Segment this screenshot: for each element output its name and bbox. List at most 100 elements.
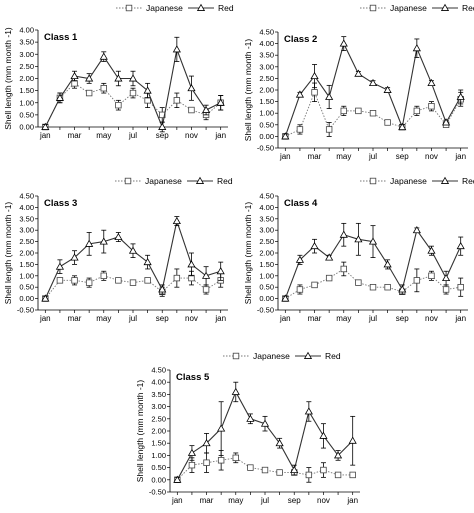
japanese-data-point [217,457,225,464]
x-tick-label: may [96,131,111,140]
legend: Japanese Red [116,3,234,13]
red-data-point [354,235,363,243]
y-tick-label: 2.50 [19,62,34,71]
red-data-point [143,86,152,94]
y-tick-label: 1.50 [19,86,34,95]
japanese-data-point [144,97,151,104]
y-tick-label: 3.50 [151,390,166,399]
legend-red-marker [195,176,205,184]
legend-red-label: Red [218,3,234,13]
legend-red-marker [196,3,206,11]
x-tick-label: nov [425,152,438,161]
y-tick-label: 2.00 [259,249,274,258]
red-data-point [427,78,436,86]
japanese-data-point [296,126,304,133]
red-data-point [281,294,290,302]
legend: Japanese Red [360,176,474,186]
x-tick-label: mar [200,496,214,505]
red-data-point [412,44,421,52]
y-tick-label: 4.00 [19,26,34,35]
y-axis-label: Shell length (mm month -1) [135,380,145,483]
x-tick-label: jul [368,152,377,161]
legend-japanese-label: Japanese [390,176,427,186]
red-data-point [310,71,319,80]
japanese-data-point [349,471,356,479]
legend-japanese-marker [232,352,240,360]
legend-red-label: Red [217,176,233,186]
y-tick-label: 0.50 [19,110,34,119]
japanese-data-point [384,119,391,126]
y-tick-label: 3.50 [19,38,34,47]
red-data-point [333,451,343,459]
y-tick-label: 0.00 [19,294,34,303]
red-data-point [304,407,313,415]
red-data-point [158,285,167,293]
series-red [41,216,225,302]
japanese-data-point [173,97,181,104]
red-data-point [246,414,255,422]
y-tick-label: 4.50 [259,28,274,37]
y-tick-label: 1.50 [259,260,274,269]
y-tick-label: -0.50 [257,144,274,153]
legend: Japanese Red [223,351,341,361]
legend-red-label: Red [462,176,474,186]
x-tick-label: sep [288,496,301,505]
x-tick-label: jan [171,496,183,505]
series-red [281,222,465,302]
japanese-data-point [296,286,304,293]
red-data-point [290,465,299,473]
japanese-data-point [320,466,327,474]
red-data-point [70,253,79,261]
y-tick-label: 2.50 [259,74,274,83]
series-red [41,36,225,133]
x-tick-label: nov [185,131,198,140]
x-tick-label: sep [396,152,409,161]
red-data-point [85,74,94,82]
x-tick-label: nov [425,314,438,323]
y-tick-label: 4.00 [151,378,166,387]
red-data-point [216,98,225,106]
japanese-data-point [85,279,93,286]
chart-title: Class 2 [284,34,317,45]
x-tick-label: mar [68,314,82,323]
y-tick-label: 4.50 [19,192,34,201]
japanese-data-point [413,277,421,284]
y-tick-label: 2.50 [259,237,274,246]
legend-japanese-marker [124,177,132,185]
y-tick-label: 0.50 [259,120,274,129]
japanese-data-point [188,461,196,469]
red-data-point [70,71,79,80]
legend: Japanese Red [360,3,474,13]
x-tick-label: jan [454,314,466,323]
red-data-point [281,132,290,140]
x-tick-label: jan [346,496,358,505]
y-tick-label: 4.00 [19,203,34,212]
japanese-data-point [355,107,362,115]
japanese-data-point [188,106,195,114]
japanese-data-point [71,80,78,87]
y-tick-label: 2.50 [19,237,34,246]
y-tick-label: 0.00 [259,132,274,141]
y-tick-label: 3.00 [19,50,34,59]
x-tick-label: may [336,152,351,161]
red-data-point [260,419,270,427]
y-tick-label: -0.50 [149,488,166,497]
japanese-data-point [56,277,64,284]
series-japanese [174,450,356,483]
y-tick-label: 3.50 [259,51,274,60]
y-tick-label: 0.00 [259,294,274,303]
red-data-point [275,438,284,447]
red-data-point [172,216,181,225]
legend-red-label: Red [325,351,341,361]
japanese-data-point [100,272,107,279]
y-tick-label: 0.00 [19,123,34,132]
red-data-point [201,105,211,113]
red-data-point [143,257,152,266]
red-data-point [114,74,123,82]
red-data-point [354,69,363,77]
legend-red-marker [303,351,313,359]
legend-red-marker [440,3,450,11]
legend-japanese-marker [369,4,377,12]
red-data-point [114,232,123,240]
y-tick-label: 1.50 [259,97,274,106]
